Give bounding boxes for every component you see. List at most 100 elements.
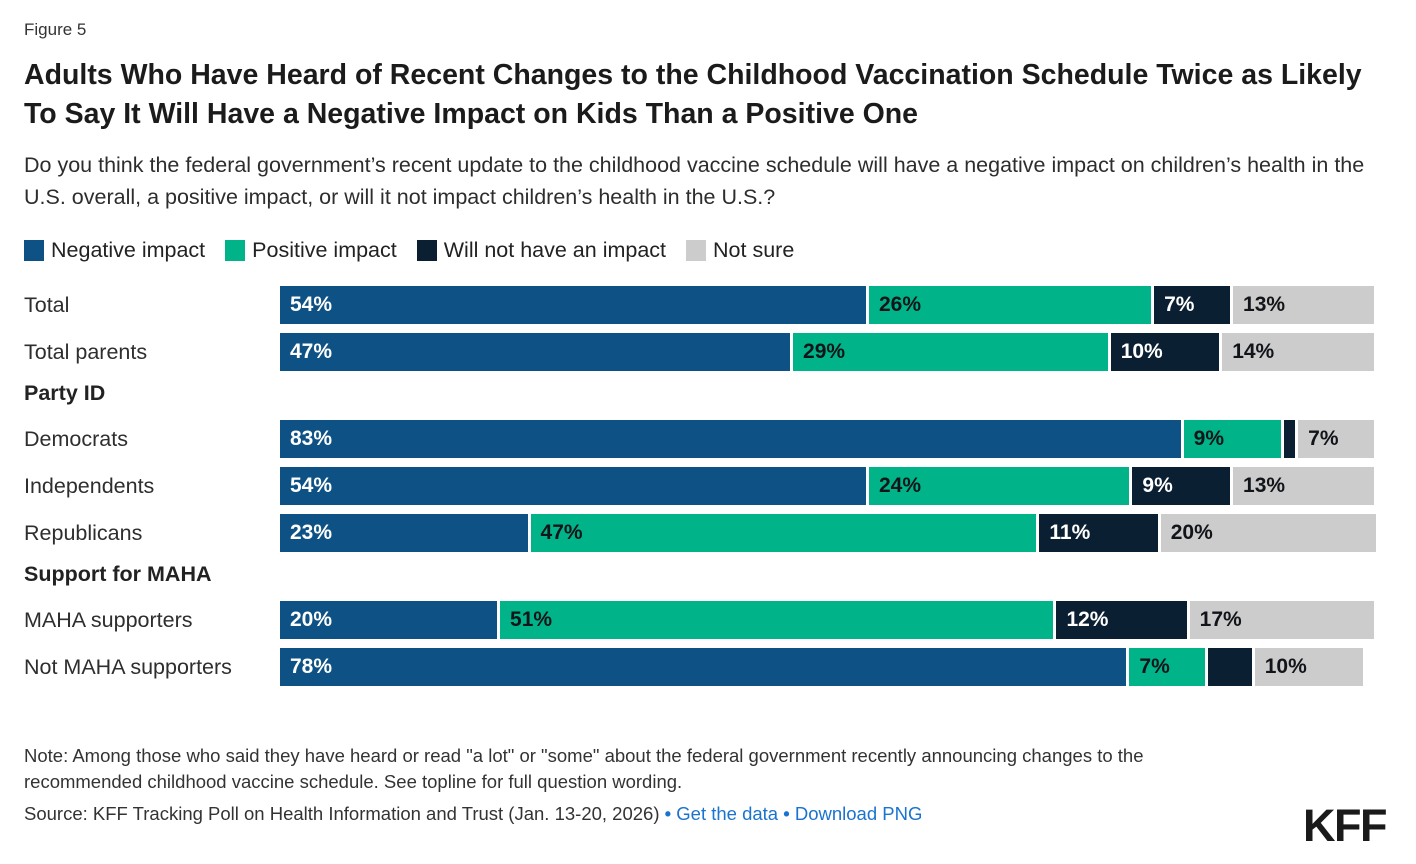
bar-value-label: 11% — [1049, 521, 1091, 544]
bar-value-label: 7% — [1164, 293, 1195, 316]
bar-value-label: 51% — [510, 608, 553, 631]
bar-track: 47% 29% 10% 14% — [280, 333, 1376, 371]
legend-item-negative-impact[interactable]: Negative impact — [24, 238, 205, 263]
bar-value-label: 47% — [540, 521, 583, 544]
bar-segment-no-impact[interactable] — [1208, 648, 1252, 686]
bar-segment-no-impact[interactable] — [1284, 420, 1296, 458]
section-header: Support for MAHA — [24, 562, 212, 586]
bar-value-label: 83% — [290, 427, 333, 450]
chart-rows: Total 54% 26% 7% 13% Total parents 47% 29% 10% 14… — [24, 286, 1376, 686]
bar-segment-positive-impact[interactable]: 9% — [1183, 420, 1282, 458]
bar-track: 54% 24% 9% 13% — [280, 467, 1376, 505]
legend-label: Positive impact — [252, 238, 397, 262]
legend-swatch-negative-impact — [24, 240, 44, 261]
note-text: Note: Among those who said they have hea… — [24, 745, 1144, 793]
legend-swatch-not-sure — [686, 240, 707, 261]
bar-value-label: 47% — [290, 340, 333, 363]
bar-track: 54% 26% 7% 13% — [280, 286, 1376, 324]
bar-segment-positive-impact[interactable]: 26% — [868, 286, 1152, 324]
bar-segment-positive-impact[interactable]: 24% — [868, 467, 1130, 505]
bar-segment-no-impact[interactable]: 10% — [1110, 333, 1220, 371]
bar-row: Not MAHA supporters 78% 7% 10% — [24, 648, 1376, 686]
bar-segment-no-impact[interactable]: 9% — [1132, 467, 1231, 505]
bar-segment-no-impact[interactable]: 12% — [1056, 601, 1187, 639]
bar-segment-negative-impact[interactable]: 47% — [280, 333, 791, 371]
bar-row: Democrats 83% 9% 7% — [24, 420, 1376, 458]
legend-swatch-no-impact — [416, 240, 437, 261]
legend-item-no-impact[interactable]: Will not have an impact — [416, 238, 667, 263]
bar-segment-not-sure[interactable]: 14% — [1222, 333, 1375, 371]
bar-row: Independents 54% 24% 9% 13% — [24, 467, 1376, 505]
bar-value-label: 20% — [290, 608, 333, 631]
bar-value-label: 54% — [290, 293, 333, 316]
bar-value-label: 13% — [1243, 474, 1286, 497]
bar-segment-negative-impact[interactable]: 54% — [280, 467, 866, 505]
bar-segment-positive-impact[interactable]: 7% — [1129, 648, 1206, 686]
source-text: Source: KFF Tracking Poll on Health Info… — [24, 802, 660, 824]
legend-label: Will not have an impact — [443, 238, 667, 262]
row-label: Independents — [24, 473, 155, 498]
bar-value-label: 9% — [1193, 427, 1225, 450]
bar-segment-negative-impact[interactable]: 23% — [280, 514, 528, 552]
bar-value-label: 9% — [1142, 474, 1173, 497]
bar-value-label: 24% — [878, 474, 921, 497]
source-line: Source: KFF Tracking Poll on Health Info… — [24, 803, 1376, 825]
kff-logo[interactable]: KFF — [1303, 800, 1387, 851]
bar-segment-positive-impact[interactable]: 51% — [500, 601, 1054, 639]
legend-label: Not sure — [713, 238, 795, 262]
bullet-separator: • — [664, 802, 672, 824]
bar-segment-not-sure[interactable]: 17% — [1189, 601, 1375, 639]
legend: Negative impact Positive impact Will not h… — [24, 238, 1376, 263]
bar-segment-not-sure[interactable]: 13% — [1233, 467, 1375, 505]
get-the-data-link[interactable]: Get the data — [676, 802, 779, 824]
bar-track: 83% 9% 7% — [280, 420, 1376, 458]
section-header: Party ID — [24, 381, 106, 405]
bar-segment-negative-impact[interactable]: 83% — [280, 420, 1181, 458]
bar-segment-not-sure[interactable]: 20% — [1160, 514, 1376, 552]
chart-title: Adults Who Have Heard of Recent Changes … — [24, 59, 1362, 130]
bar-row: MAHA supporters 20% 51% 12% 17% — [24, 601, 1376, 639]
legend-item-positive-impact[interactable]: Positive impact — [225, 238, 397, 263]
bar-track: 23% 47% 11% 20% — [280, 514, 1376, 552]
row-label: Total — [24, 292, 70, 317]
bar-value-label: 14% — [1232, 340, 1275, 363]
row-label: Not MAHA supporters — [24, 654, 232, 679]
bar-value-label: 78% — [290, 655, 333, 678]
bar-value-label: 7% — [1308, 427, 1339, 450]
bar-segment-not-sure[interactable]: 10% — [1254, 648, 1364, 686]
bar-segment-positive-impact[interactable]: 47% — [530, 514, 1037, 552]
row-label: Total parents — [24, 339, 148, 364]
figure-label: Figure 5 — [24, 20, 87, 39]
bar-row: Total 54% 26% 7% 13% — [24, 286, 1376, 324]
bar-value-label: 10% — [1264, 655, 1307, 678]
bar-value-label: 54% — [290, 474, 333, 497]
bullet-separator: • — [783, 802, 790, 824]
bar-row: Total parents 47% 29% 10% 14% — [24, 333, 1376, 371]
bar-segment-negative-impact[interactable]: 20% — [280, 601, 498, 639]
bar-value-label: 20% — [1170, 521, 1213, 544]
bar-segment-not-sure[interactable]: 7% — [1298, 420, 1375, 458]
bar-segment-no-impact[interactable]: 7% — [1154, 286, 1231, 324]
bar-value-label: 10% — [1120, 340, 1163, 363]
bar-value-label: 23% — [290, 521, 333, 544]
bar-segment-negative-impact[interactable]: 54% — [280, 286, 866, 324]
bar-segment-not-sure[interactable]: 13% — [1233, 286, 1375, 324]
download-png-link[interactable]: Download PNG — [794, 802, 923, 824]
bar-value-label: 29% — [803, 340, 846, 363]
bar-segment-positive-impact[interactable]: 29% — [793, 333, 1108, 371]
bar-track: 20% 51% 12% 17% — [280, 601, 1376, 639]
row-label: MAHA supporters — [24, 607, 193, 632]
bar-segment-no-impact[interactable]: 11% — [1039, 514, 1158, 552]
bar-row: Republicans 23% 47% 11% 20% — [24, 514, 1376, 552]
legend-item-not-sure[interactable]: Not sure — [686, 238, 794, 263]
row-label: Democrats — [24, 426, 128, 451]
row-label: Republicans — [24, 520, 143, 545]
legend-label: Negative impact — [51, 238, 206, 262]
bar-value-label: 26% — [878, 293, 921, 316]
bar-segment-negative-impact[interactable]: 78% — [280, 648, 1127, 686]
bar-value-label: 13% — [1243, 293, 1286, 316]
chart-subtitle: Do you think the federal government’s re… — [24, 152, 1365, 209]
bar-value-label: 7% — [1139, 655, 1170, 678]
bar-value-label: 12% — [1066, 608, 1109, 631]
